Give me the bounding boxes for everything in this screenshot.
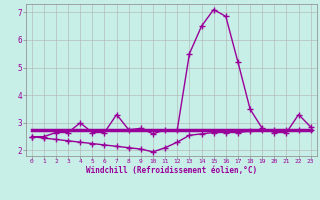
X-axis label: Windchill (Refroidissement éolien,°C): Windchill (Refroidissement éolien,°C) <box>86 166 257 175</box>
